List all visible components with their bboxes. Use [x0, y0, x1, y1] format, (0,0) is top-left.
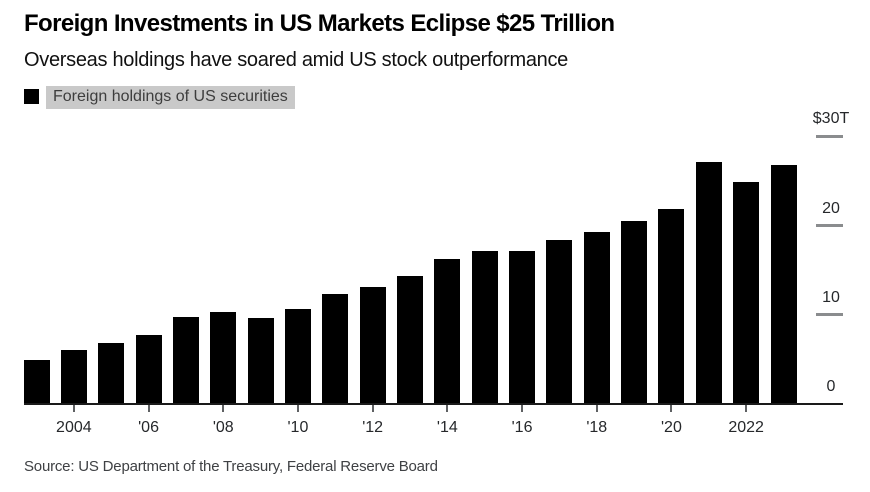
chart-legend: Foreign holdings of US securities: [24, 86, 295, 109]
ytick-label-30: $30T: [812, 110, 850, 128]
bar-2018: [583, 231, 610, 404]
bar-2017: [546, 239, 573, 404]
xtick-mark-2014: [446, 405, 449, 412]
xtick-mark-2020: [670, 405, 673, 412]
xtick-label-2016: '16: [511, 419, 533, 436]
bar-2009: [247, 318, 274, 404]
bar-2006: [135, 335, 162, 404]
bar-2023: [770, 164, 797, 404]
x-axis-line: [23, 403, 843, 405]
xtick-mark-2010: [296, 405, 299, 412]
bar-2021: [695, 162, 722, 404]
bar-2007: [172, 317, 199, 404]
xtick-label-2010: '10: [287, 419, 309, 436]
bar-2005: [98, 343, 125, 404]
bar-2003: [23, 360, 50, 404]
ytick-label-20: 20: [822, 199, 840, 217]
bar-2012: [359, 287, 386, 404]
bar-2010: [284, 309, 311, 404]
xtick-mark-2012: [371, 405, 374, 412]
xtick-label-2008: '08: [212, 419, 234, 436]
chart-subtitle: Overseas holdings have soared amid US st…: [24, 49, 568, 71]
ytick-dash-20: [816, 224, 843, 228]
xtick-mark-2018: [595, 405, 598, 412]
xtick-label-2018: '18: [586, 419, 608, 436]
ytick-label-10: 10: [822, 288, 840, 306]
xtick-mark-2008: [222, 405, 225, 412]
bar-2008: [210, 312, 237, 404]
xtick-mark-2004: [72, 405, 75, 412]
bar-2016: [509, 251, 536, 404]
ytick-label-0: 0: [826, 378, 836, 395]
bar-2020: [658, 208, 685, 404]
bar-2011: [322, 294, 349, 404]
ytick-dash-30: [816, 134, 843, 138]
bar-2019: [621, 221, 648, 404]
legend-swatch-icon: [24, 89, 39, 104]
xtick-mark-2022: [745, 405, 748, 412]
source-note: Source: US Department of the Treasury, F…: [24, 458, 438, 475]
legend-label: Foreign holdings of US securities: [46, 86, 295, 109]
bar-2013: [397, 276, 423, 404]
xtick-label-2014: '14: [436, 419, 458, 436]
xtick-mark-2006: [147, 405, 150, 412]
bar-2004: [60, 350, 87, 404]
xtick-label-2004: 2004: [56, 419, 92, 436]
xtick-label-2020: '20: [661, 419, 682, 436]
xtick-label-2006: '06: [138, 419, 159, 436]
ytick-dash-10: [816, 313, 843, 317]
xtick-label-2022: 2022: [728, 419, 764, 436]
bar-2022: [733, 181, 760, 404]
bar-2015: [471, 250, 498, 404]
xtick-mark-2016: [521, 405, 524, 412]
bar-2014: [434, 258, 461, 404]
xtick-label-2012: '12: [362, 419, 384, 436]
page-title: Foreign Investments in US Markets Eclips…: [24, 10, 615, 37]
